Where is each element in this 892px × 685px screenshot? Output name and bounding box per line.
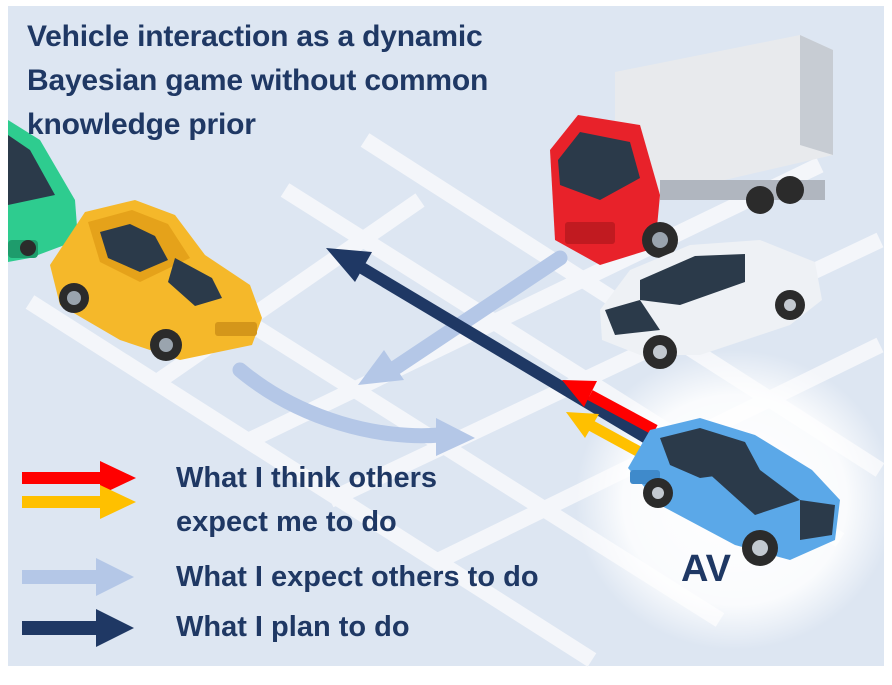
legend-plan-label: What I plan to do [176, 611, 410, 643]
legend-plan-arrow [22, 609, 134, 647]
legend-think-arrow [22, 461, 136, 519]
title-line-3: knowledge prior [27, 108, 256, 141]
yellow-car-icon [50, 200, 262, 361]
av-label: AV [681, 548, 731, 590]
expect-arrowhead-straight [358, 350, 404, 385]
legend-think-label-2: expect me to do [176, 506, 397, 538]
white-car-icon [600, 240, 822, 369]
plan-arrowhead [326, 248, 372, 282]
think-red-arrowhead [562, 380, 597, 407]
blue-av-car-icon [628, 418, 840, 566]
think-yellow-arrowhead [566, 412, 599, 438]
truck-icon [550, 35, 833, 265]
title-line-1: Vehicle interaction as a dynamic [27, 20, 483, 53]
legend-think-label-1: What I think others [176, 462, 437, 494]
think-yellow-arrow-path [587, 420, 648, 460]
legend-expect-arrow [22, 558, 134, 596]
title-line-2: Bayesian game without common [27, 64, 489, 97]
expect-arrowhead-curve [436, 418, 475, 456]
plan-arrow-path [358, 262, 654, 446]
expect-arrows [232, 250, 568, 444]
legend-expect-label: What I expect others to do [176, 561, 539, 593]
green-car-icon [8, 120, 78, 262]
think-red-arrow-path [587, 390, 658, 435]
